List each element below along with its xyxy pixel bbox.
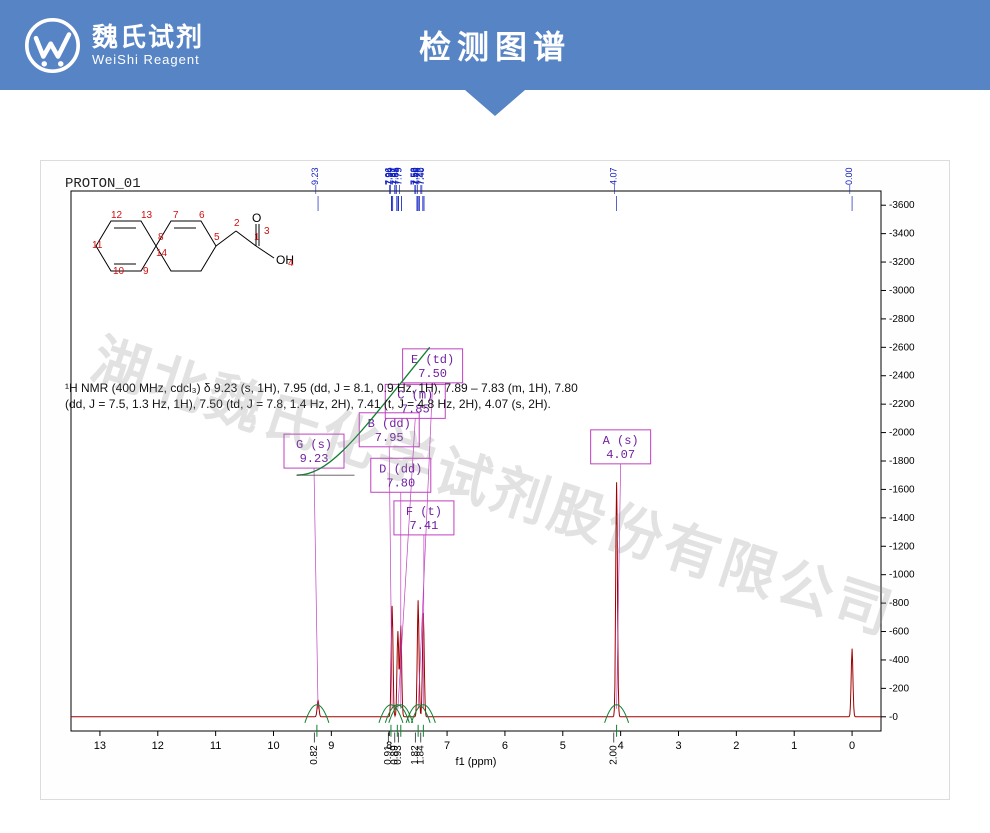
svg-text:-200: -200 bbox=[889, 683, 909, 694]
svg-text:0: 0 bbox=[849, 740, 855, 752]
svg-text:11: 11 bbox=[210, 740, 221, 752]
svg-text:13: 13 bbox=[141, 210, 153, 221]
logo-block: 魏氏试剂 WeiShi Reagent bbox=[25, 18, 204, 73]
svg-text:7: 7 bbox=[173, 210, 179, 221]
svg-text:-800: -800 bbox=[889, 598, 909, 609]
svg-text:G (s): G (s) bbox=[296, 438, 332, 452]
svg-text:9.23: 9.23 bbox=[300, 452, 329, 466]
svg-text:7.95: 7.95 bbox=[375, 431, 404, 445]
header-bar: 魏氏试剂 WeiShi Reagent 检测图谱 bbox=[0, 0, 990, 90]
svg-text:E (td): E (td) bbox=[411, 353, 454, 367]
logo-text: 魏氏试剂 WeiShi Reagent bbox=[92, 23, 204, 67]
svg-text:6: 6 bbox=[502, 740, 508, 752]
svg-text:10: 10 bbox=[267, 740, 279, 752]
svg-text:7: 7 bbox=[444, 740, 450, 752]
svg-text:-2600: -2600 bbox=[889, 342, 915, 353]
svg-text:-1000: -1000 bbox=[889, 570, 915, 581]
svg-text:-3000: -3000 bbox=[889, 285, 915, 296]
svg-text:2: 2 bbox=[234, 218, 240, 229]
svg-text:14: 14 bbox=[156, 248, 168, 259]
svg-text:7.80: 7.80 bbox=[386, 476, 415, 490]
svg-text:1: 1 bbox=[791, 740, 797, 752]
logo-icon bbox=[25, 18, 80, 73]
nmr-chart-svg: -0 -200 -400 -600 -800 -1000 -1200 -1400 -1600 -1… bbox=[41, 161, 949, 799]
svg-text:12: 12 bbox=[111, 210, 123, 221]
svg-text:9: 9 bbox=[143, 266, 149, 277]
svg-text:-1600: -1600 bbox=[889, 484, 915, 495]
svg-text:8: 8 bbox=[158, 232, 164, 243]
svg-text:13: 13 bbox=[94, 740, 106, 752]
svg-text:-1400: -1400 bbox=[889, 513, 915, 524]
svg-text:B (dd): B (dd) bbox=[368, 417, 411, 431]
svg-text:-600: -600 bbox=[889, 627, 909, 638]
svg-text:f1 (ppm): f1 (ppm) bbox=[456, 756, 497, 768]
svg-text:3: 3 bbox=[264, 226, 270, 237]
logo-text-en: WeiShi Reagent bbox=[92, 52, 204, 67]
nmr-description: ¹H NMR (400 MHz, cdcl₃) δ 9.23 (s, 1H), … bbox=[65, 380, 585, 412]
plot-title: PROTON_01 bbox=[65, 176, 141, 192]
logo-text-cn: 魏氏试剂 bbox=[92, 23, 204, 52]
svg-text:—9.23: —9.23 bbox=[310, 167, 320, 194]
svg-text:4.07: 4.07 bbox=[606, 448, 635, 462]
svg-text:-2000: -2000 bbox=[889, 428, 915, 439]
svg-text:3: 3 bbox=[675, 740, 681, 752]
svg-text:-0: -0 bbox=[889, 712, 898, 723]
svg-text:-3600: -3600 bbox=[889, 200, 915, 211]
svg-text:-2400: -2400 bbox=[889, 371, 915, 382]
svg-text:—4.07: —4.07 bbox=[609, 167, 619, 194]
svg-text:A (s): A (s) bbox=[603, 434, 639, 448]
svg-text:5: 5 bbox=[560, 740, 566, 752]
svg-text:-1200: -1200 bbox=[889, 541, 915, 552]
svg-text:O: O bbox=[252, 211, 261, 225]
svg-text:11: 11 bbox=[92, 240, 103, 251]
svg-text:-2800: -2800 bbox=[889, 314, 915, 325]
svg-text:-1800: -1800 bbox=[889, 456, 915, 467]
nmr-chart-panel: -0 -200 -400 -600 -800 -1000 -1200 -1400 -1600 -1… bbox=[40, 160, 950, 800]
svg-text:12: 12 bbox=[152, 740, 164, 752]
svg-text:2: 2 bbox=[733, 740, 739, 752]
header-title: 检测图谱 bbox=[419, 22, 571, 68]
svg-text:9: 9 bbox=[328, 740, 334, 752]
svg-text:6: 6 bbox=[199, 210, 205, 221]
svg-text:—7.79: —7.79 bbox=[393, 167, 403, 194]
header-notch bbox=[465, 90, 525, 116]
svg-text:-2200: -2200 bbox=[889, 399, 915, 410]
svg-text:0.93 —: 0.93 — bbox=[393, 733, 404, 765]
svg-text:0.82 —: 0.82 — bbox=[309, 733, 320, 765]
svg-text:-400: -400 bbox=[889, 655, 909, 666]
svg-text:7.50: 7.50 bbox=[418, 367, 447, 381]
svg-text:-3400: -3400 bbox=[889, 229, 915, 240]
svg-text:F (t): F (t) bbox=[406, 505, 442, 519]
svg-text:-3200: -3200 bbox=[889, 257, 915, 268]
svg-text:D (dd): D (dd) bbox=[379, 462, 422, 476]
svg-text:1.84 —: 1.84 — bbox=[415, 733, 426, 765]
svg-text:—0.00: —0.00 bbox=[844, 167, 854, 194]
svg-text:7.41: 7.41 bbox=[410, 519, 439, 533]
svg-text:2.00 —: 2.00 — bbox=[609, 733, 620, 765]
svg-text:1: 1 bbox=[254, 232, 260, 243]
svg-text:10: 10 bbox=[113, 266, 125, 277]
svg-text:4: 4 bbox=[288, 258, 294, 269]
svg-text:5: 5 bbox=[214, 232, 220, 243]
svg-text:—7.40: —7.40 bbox=[416, 167, 426, 194]
